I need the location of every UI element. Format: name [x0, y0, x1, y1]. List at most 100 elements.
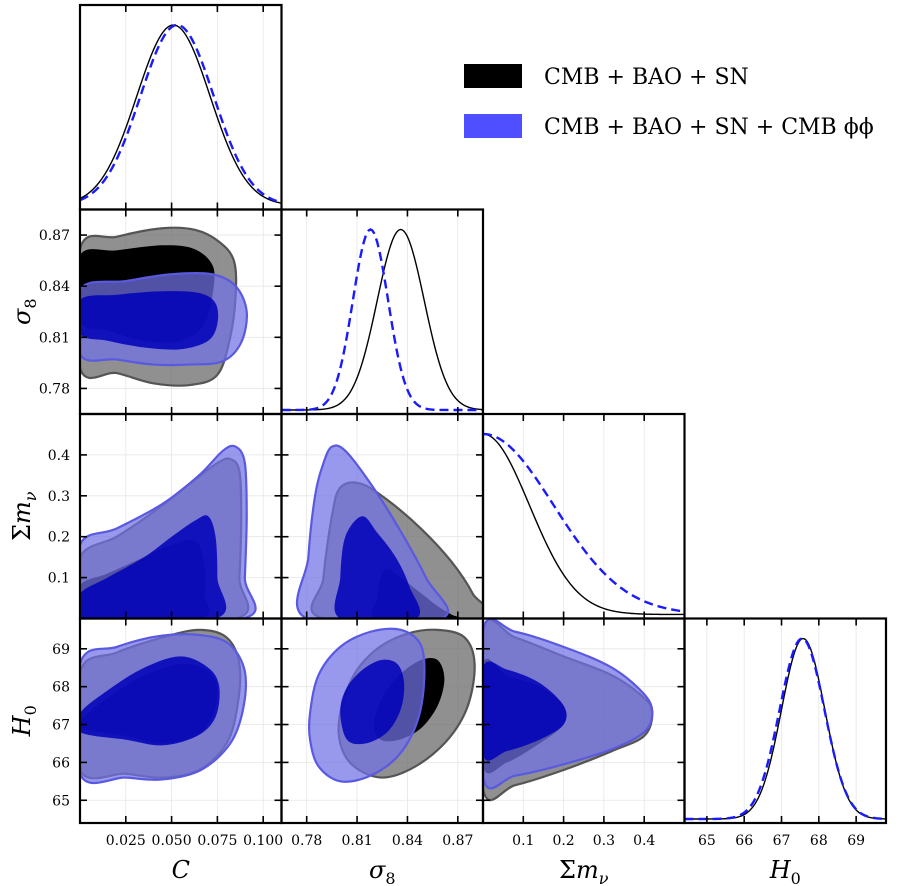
contour-95-cmb-bao-sn-lensing [483, 618, 654, 790]
x-tick-label-C: 0.100 [243, 833, 283, 849]
legend-swatch-cmb-bao-sn-lensing [464, 114, 522, 138]
axis-label-sigma8: σ8 [8, 298, 40, 325]
x-tick-label-sigma8: 0.87 [442, 833, 473, 849]
panel-marginal-sigma8 [280, 208, 485, 416]
panel-content [684, 637, 886, 821]
tick-marks [80, 414, 282, 619]
axis-label-mnu: Σmν [559, 856, 609, 886]
panel-marginal-C [78, 3, 283, 211]
tick-marks [706, 618, 857, 823]
x-tick-label-C: 0.025 [106, 833, 146, 849]
axis-label-mnu: Σmν [8, 491, 40, 541]
panel-content [295, 444, 483, 619]
axis-label-text: Σmν [8, 491, 40, 541]
panel-content [80, 444, 257, 619]
contour-68-cmb-bao-sn-lensing [80, 656, 220, 746]
axis-label-text: H0 [769, 856, 801, 886]
contour-68-cmb-bao-sn-lensing [340, 659, 405, 745]
panel-C-mnu [78, 412, 283, 620]
axis-label-C: C [172, 856, 190, 884]
tick-marks [80, 618, 282, 823]
x-tick-label-mnu: 0.4 [633, 833, 655, 849]
x-tick-label-H0: 69 [847, 833, 865, 849]
x-tick-label-H0: 68 [810, 833, 828, 849]
panel-sigma8-H0 [280, 617, 485, 825]
grid-lines [706, 618, 857, 823]
x-tick-label-sigma8: 0.84 [392, 833, 423, 849]
tick-marks [80, 209, 282, 414]
contour-68-cmb-bao-sn-lensing [334, 516, 421, 619]
panel-frame [481, 412, 686, 620]
legend: CMB + BAO + SN CMB + BAO + SN + CMB ϕϕ [464, 64, 874, 140]
marginal-curve-cmb-bao-sn-lensing [80, 23, 282, 204]
x-tick-label-mnu: 0.1 [512, 833, 534, 849]
x-tick-label-sigma8: 0.81 [341, 833, 372, 849]
marginal-curve-cmb-bao-sn [281, 228, 483, 411]
y-tick-label-mnu: 0.3 [48, 489, 70, 505]
legend-label-cmb-bao-sn: CMB + BAO + SN [544, 65, 749, 90]
axis-label-text: Σmν [559, 856, 609, 886]
panel-content [80, 226, 248, 387]
y-tick-label-H0: 69 [52, 642, 70, 658]
panel-content [307, 627, 476, 783]
axis-label-text: σ8 [369, 856, 396, 886]
tick-marks [305, 209, 459, 414]
panel-marginal-H0 [683, 617, 888, 825]
y-tick-label-H0: 67 [52, 718, 70, 734]
y-tick-label-sigma8: 0.87 [39, 228, 70, 244]
axis-label-H0: H0 [8, 705, 40, 737]
axis-label-sigma8: σ8 [369, 856, 396, 886]
panel-content [483, 618, 654, 802]
x-tick-label-sigma8: 0.78 [291, 833, 322, 849]
marginal-curve-cmb-bao-sn-lensing [684, 637, 886, 821]
x-tick-label-H0: 67 [773, 833, 791, 849]
panel-frame [78, 3, 283, 211]
panel-frame [683, 617, 888, 825]
tick-marks [281, 414, 483, 619]
marginal-curve-cmb-bao-sn-lensing [483, 432, 685, 613]
panel-C-sigma8 [78, 208, 283, 416]
axis-label-text: H0 [8, 705, 40, 737]
grid-lines [306, 209, 459, 414]
panel-marginal-mnu [481, 412, 686, 620]
panel-frame [280, 208, 485, 416]
panel-content [483, 432, 685, 616]
legend-label-cmb-bao-sn-lensing: CMB + BAO + SN + CMB ϕϕ [544, 115, 874, 140]
contour-68-cmb-bao-sn-lensing [483, 661, 567, 761]
panel-mnu-H0 [481, 617, 686, 825]
y-tick-label-H0: 66 [52, 755, 70, 771]
contour-68-cmb-bao-sn-lensing [80, 291, 219, 350]
contour-68-cmb-bao-sn-lensing [80, 515, 227, 619]
grid-lines [522, 414, 645, 619]
axis-labels-layer: 0.025 0.050 0.075 0.100 0.78 0.81 0.84 0.87 0.1 0… [8, 228, 865, 886]
y-tick-label-sigma8: 0.78 [39, 381, 70, 397]
y-tick-label-sigma8: 0.84 [39, 279, 70, 295]
axis-label-text: σ8 [8, 298, 40, 325]
x-tick-label-C: 0.050 [152, 833, 192, 849]
x-tick-label-mnu: 0.2 [552, 833, 574, 849]
panel-content [281, 228, 483, 412]
x-tick-label-H0: 66 [735, 833, 753, 849]
y-tick-label-mnu: 0.1 [48, 571, 70, 587]
axis-label-H0: H0 [769, 856, 801, 886]
marginal-curve-cmb-bao-sn [80, 24, 282, 204]
axis-label-text: C [172, 856, 190, 884]
tick-marks [522, 414, 646, 619]
x-tick-label-C: 0.075 [197, 833, 237, 849]
tick-marks [483, 618, 685, 823]
y-tick-label-mnu: 0.4 [48, 448, 70, 464]
panel-sigma8-mnu [280, 412, 485, 620]
y-tick-label-mnu: 0.2 [48, 530, 70, 546]
tick-marks [124, 5, 264, 210]
marginal-curve-cmb-bao-sn [483, 433, 685, 616]
grid-lines [125, 5, 264, 210]
legend-swatch-cmb-bao-sn [464, 64, 522, 88]
y-tick-label-sigma8: 0.81 [39, 330, 70, 346]
x-tick-label-mnu: 0.3 [593, 833, 615, 849]
marginal-curve-cmb-bao-sn-lensing [281, 228, 483, 412]
y-tick-label-H0: 68 [52, 680, 70, 696]
tick-marks [281, 618, 483, 823]
y-tick-label-H0: 65 [52, 793, 70, 809]
panel-C-H0 [78, 617, 283, 825]
